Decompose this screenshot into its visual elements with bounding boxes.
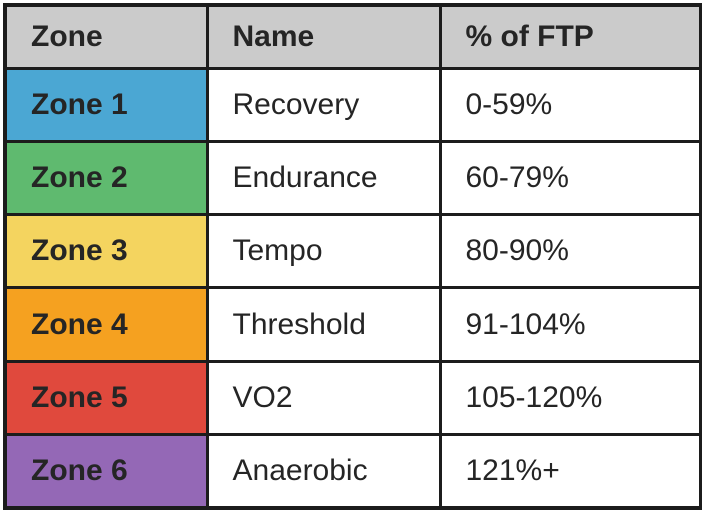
zone6-ftp: 121%+ — [438, 433, 702, 510]
header-ftp: % of FTP — [438, 3, 702, 70]
power-zones-table: Zone Name % of FTP Zone 1 Recovery 0-59%… — [3, 3, 702, 510]
table-row-zone2: Zone 2 Endurance 60-79% — [3, 139, 702, 217]
zone1-name: Recovery — [205, 66, 442, 143]
table-header-row: Zone Name % of FTP — [3, 3, 702, 70]
zone2-label: Zone 2 — [3, 139, 209, 217]
zone2-name: Endurance — [205, 139, 442, 217]
zone5-ftp: 105-120% — [438, 359, 702, 437]
zone5-label: Zone 5 — [3, 359, 209, 437]
header-zone: Zone — [3, 3, 209, 70]
zone3-label: Zone 3 — [3, 213, 209, 290]
zone6-name: Anaerobic — [205, 433, 442, 510]
header-name: Name — [205, 3, 442, 70]
zone4-label: Zone 4 — [3, 286, 209, 363]
table-row-zone5: Zone 5 VO2 105-120% — [3, 359, 702, 437]
zone3-name: Tempo — [205, 213, 442, 290]
zone2-ftp: 60-79% — [438, 139, 702, 217]
zone3-ftp: 80-90% — [438, 213, 702, 290]
zone6-label: Zone 6 — [3, 433, 209, 510]
zone1-ftp: 0-59% — [438, 66, 702, 143]
table-row-zone1: Zone 1 Recovery 0-59% — [3, 66, 702, 143]
table-row-zone3: Zone 3 Tempo 80-90% — [3, 213, 702, 290]
zone5-name: VO2 — [205, 359, 442, 437]
zone4-ftp: 91-104% — [438, 286, 702, 363]
zone1-label: Zone 1 — [3, 66, 209, 143]
table-row-zone6: Zone 6 Anaerobic 121%+ — [3, 433, 702, 510]
table-row-zone4: Zone 4 Threshold 91-104% — [3, 286, 702, 363]
zone4-name: Threshold — [205, 286, 442, 363]
